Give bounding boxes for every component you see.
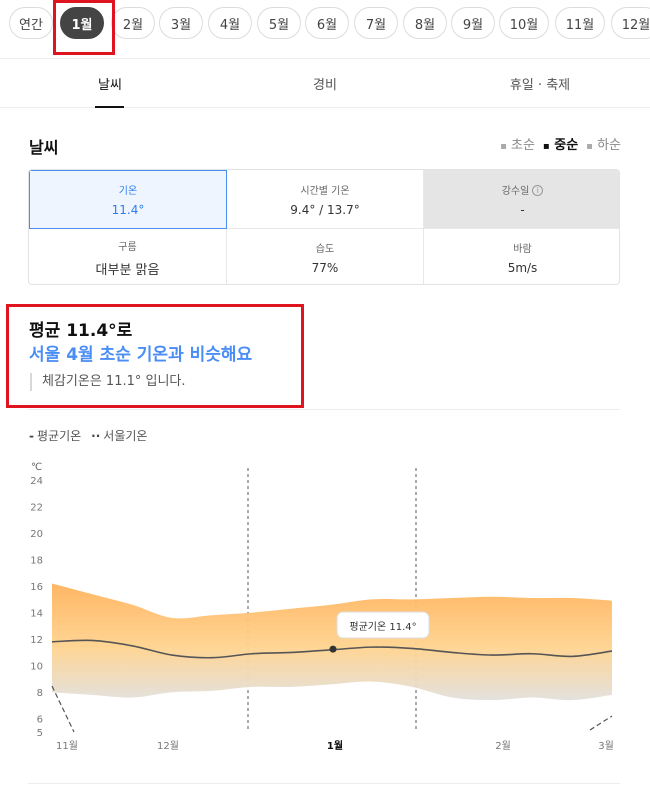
cell-value: 11.4° — [111, 203, 145, 217]
tab-active-underline — [95, 106, 124, 108]
avg-temp-marker[interactable] — [329, 645, 337, 653]
period-selector: ▪ 초순 ▪ 중순 ▪ 하순 — [500, 134, 621, 153]
highlight-box-month — [53, 0, 115, 55]
x-tick-label: 1월 — [327, 740, 343, 752]
month-chip-2[interactable]: 2월 — [111, 7, 155, 39]
cell-wind[interactable]: 바람 5m/s — [424, 229, 619, 284]
y-tick-label: 10 — [30, 662, 43, 673]
cell-label: 시간별 기온 — [300, 185, 350, 197]
month-chip-11[interactable]: 11월 — [555, 7, 605, 39]
summary-title: 평균 11.4°로 — [29, 321, 133, 341]
seoul-temp-line-segment — [589, 715, 613, 731]
y-tick-label: 14 — [30, 609, 43, 620]
cell-label: 강수일 i — [502, 182, 544, 197]
seoul-temp-line-segment — [51, 685, 75, 733]
solid-line-icon: - — [29, 429, 34, 443]
legend-seoul: ·· 서울기온 — [91, 429, 148, 443]
temperature-chart: ℃ 24 22 20 18 16 14 12 10 8 6 5 11월 12월 1월 2월 3월 평균기온 1… — [30, 462, 614, 752]
dashed-line-icon: ·· — [91, 429, 101, 443]
month-chip-3[interactable]: 3월 — [159, 7, 203, 39]
section-title: 날씨 — [29, 138, 59, 157]
month-chip-6[interactable]: 6월 — [305, 7, 349, 39]
cell-rain-days[interactable]: 강수일 i - — [424, 170, 619, 229]
cell-label: 바람 — [513, 244, 532, 255]
feels-like-note: 체감기온은 11.1° 입니다. — [30, 373, 186, 391]
y-tick-label: 24 — [30, 476, 43, 487]
x-tick-label: 2월 — [495, 740, 511, 752]
month-chip-annual[interactable]: 연간 — [9, 7, 53, 39]
cell-value: 5m/s — [507, 261, 538, 275]
highlight-box-summary — [6, 304, 304, 408]
y-tick-label: 8 — [37, 688, 43, 699]
cell-label: 습도 — [315, 244, 335, 255]
y-tick-label: 22 — [30, 503, 43, 514]
cell-label: 구름 — [118, 241, 137, 253]
y-tick-label: 16 — [30, 582, 43, 593]
tooltip: 평균기온 11.4° — [336, 611, 430, 639]
y-tick-label: 12 — [30, 635, 43, 646]
weather-info-grid: 기온 11.4° 시간별 기온 9.4° / 13.7° 강수일 i - 구름 대… — [28, 169, 620, 285]
tooltip-label: 평균기온 11.4° — [349, 621, 416, 633]
cell-hourly-temperature[interactable]: 시간별 기온 9.4° / 13.7° — [227, 170, 424, 229]
y-tick-label: 18 — [30, 556, 43, 567]
cell-cloud[interactable]: 구름 대부분 맑음 — [29, 229, 227, 284]
cell-value: 대부분 맑음 — [95, 262, 160, 278]
x-tick-label: 12월 — [157, 740, 179, 752]
cell-temperature[interactable]: 기온 11.4° — [29, 170, 227, 229]
month-chip-7[interactable]: 7월 — [354, 7, 398, 39]
tab-weather[interactable]: 날씨 — [98, 78, 122, 93]
x-tick-label: 3월 — [598, 740, 614, 752]
month-chip-10[interactable]: 10월 — [499, 7, 549, 39]
month-chip-1[interactable]: 1월 — [60, 7, 104, 39]
month-chip-12[interactable]: 12월 — [611, 7, 650, 39]
month-chip-8[interactable]: 8월 — [403, 7, 447, 39]
cell-value: 77% — [311, 261, 339, 275]
cell-value: 9.4° / 13.7° — [290, 202, 360, 217]
cell-value: - — [520, 202, 525, 217]
period-early[interactable]: ▪ 초순 — [500, 138, 535, 153]
month-chip-5[interactable]: 5월 — [257, 7, 301, 39]
info-icon[interactable]: i — [532, 184, 544, 196]
month-selector: 연간 1월 2월 3월 4월 5월 6월 7월 8월 9월 10월 11월 12… — [0, 0, 650, 58]
tab-expense[interactable]: 경비 — [313, 78, 337, 93]
period-mid[interactable]: ▪ 중순 — [542, 138, 579, 153]
divider — [28, 409, 620, 410]
temp-range-band — [52, 583, 612, 701]
chart-legend: - 평균기온 ·· 서울기온 — [29, 427, 147, 444]
divider — [28, 783, 620, 784]
cell-humidity[interactable]: 습도 77% — [227, 229, 424, 284]
legend-avg: - 평균기온 — [29, 429, 82, 443]
tab-bar: 날씨 경비 휴일 · 축제 — [0, 58, 650, 108]
period-late[interactable]: ▪ 하순 — [586, 138, 621, 153]
tab-holiday-festival[interactable]: 휴일 · 축제 — [509, 78, 571, 93]
x-tick-label: 11월 — [56, 740, 78, 752]
y-tick-label: 5 — [37, 728, 43, 739]
summary-subtitle: 서울 4월 초순 기온과 비슷해요 — [29, 345, 253, 365]
cell-label: 기온 — [118, 186, 138, 197]
y-unit-label: ℃ — [31, 462, 42, 473]
y-tick-label: 6 — [37, 715, 43, 726]
month-chip-9[interactable]: 9월 — [451, 7, 495, 39]
month-chip-4[interactable]: 4월 — [208, 7, 252, 39]
y-tick-label: 20 — [30, 529, 43, 540]
